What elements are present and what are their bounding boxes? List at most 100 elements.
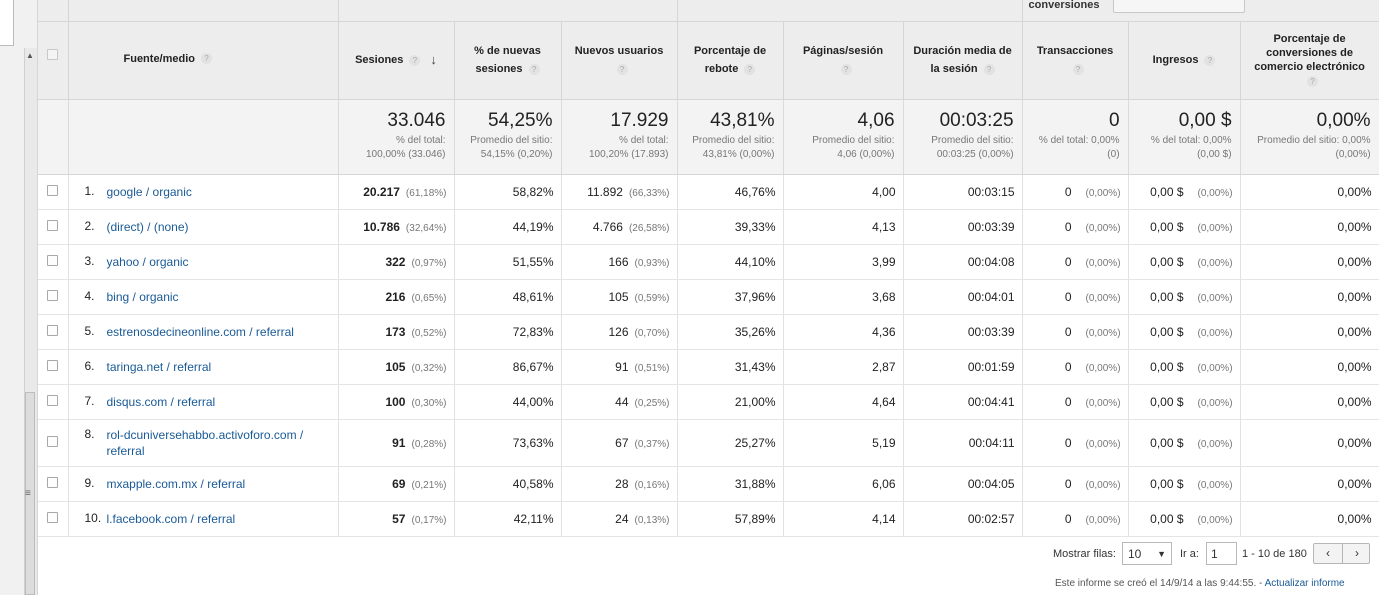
row-checkbox[interactable] [47, 289, 59, 301]
group-cell-behavior [677, 0, 1023, 22]
source-link[interactable]: bing / organic [106, 289, 179, 304]
transactions-percent: (0,00%) [1085, 292, 1121, 304]
total-value: 0,00 $ [1178, 109, 1232, 131]
source-link[interactable]: estrenosdecineonline.com / referral [106, 324, 294, 339]
row-checkbox[interactable] [47, 254, 59, 266]
total-subtext: (0,00%) [1335, 148, 1371, 160]
bounce-value: 39,33% [734, 219, 776, 234]
row-checkbox[interactable] [47, 511, 59, 523]
source-link[interactable]: rol-dcuniversehabbo.activoforo.com / ref… [106, 427, 304, 458]
bounce-cell: 46,76% [677, 174, 784, 210]
revenue-cell: 0,00 $ (0,00%) [1128, 466, 1241, 502]
bounce-value: 25,27% [734, 435, 776, 450]
conversion-value: 0,00% [1337, 254, 1372, 269]
row-checkbox[interactable] [47, 359, 59, 371]
revenue-percent: (0,00%) [1197, 514, 1233, 526]
help-icon[interactable]: ? [1204, 54, 1216, 66]
source-link[interactable]: disqus.com / referral [106, 394, 216, 409]
row-checkbox[interactable] [47, 324, 59, 336]
help-icon[interactable]: ? [983, 63, 995, 75]
revenue-cell: 0,00 $ (0,00%) [1128, 174, 1241, 210]
help-icon[interactable]: ? [201, 53, 213, 65]
new-users-percent: (0,37%) [634, 438, 670, 450]
column-header-nuevas-sesiones[interactable]: % de nuevas sesiones? [454, 21, 562, 100]
help-icon[interactable]: ? [409, 54, 421, 66]
table-row: 2. (direct) / (none) 10.786 (32,64%) 44,19… [38, 209, 1379, 245]
duration-value: 00:04:08 [967, 254, 1015, 269]
prev-page-button[interactable]: ‹ [1326, 546, 1330, 560]
scroll-up-icon[interactable]: ▲ [26, 51, 34, 60]
total-subtext: (0,00 $) [1197, 148, 1232, 160]
select-all-checkbox[interactable] [47, 48, 59, 60]
column-header-conversiones[interactable]: Porcentaje de conversiones de comercio e… [1240, 21, 1379, 100]
sessions-percent: (61,18%) [405, 187, 447, 199]
transactions-cell: 0 (0,00%) [1022, 349, 1129, 385]
column-header-paginas-sesion[interactable]: Páginas/sesión? [783, 21, 904, 100]
row-checkbox[interactable] [47, 219, 59, 231]
sessions-value: 91 [392, 435, 406, 450]
sessions-value: 20.217 [363, 184, 400, 199]
source-cell: 9. mxapple.com.mx / referral [68, 466, 339, 502]
total-subtext: 100,00% (33.046) [365, 148, 446, 160]
revenue-cell: 0,00 $ (0,00%) [1128, 279, 1241, 315]
new-sessions-cell: 48,61% [454, 279, 562, 315]
column-header-transacciones[interactable]: Transacciones? [1022, 21, 1129, 100]
top-control-box[interactable] [0, 0, 14, 46]
row-checkbox[interactable] [47, 184, 59, 196]
source-link[interactable]: (direct) / (none) [106, 219, 189, 234]
totals-cell: 17.929 % del total: 100,20% (17.893) [561, 99, 678, 175]
source-link[interactable]: taringa.net / referral [106, 359, 212, 374]
help-icon[interactable]: ? [840, 63, 852, 75]
revenue-value: 0,00 $ [1150, 359, 1184, 374]
conversion-selector[interactable] [1112, 0, 1245, 13]
goto-page-input[interactable]: 1 [1206, 542, 1237, 565]
column-header-nuevos-usuarios[interactable]: Nuevos usuarios? [561, 21, 678, 100]
transactions-cell: 0 (0,00%) [1022, 244, 1129, 280]
bounce-value: 21,00% [734, 394, 776, 409]
pages-cell: 4,36 [783, 314, 904, 350]
column-header-rebote[interactable]: Porcentaje de rebote? [677, 21, 784, 100]
new-sessions-value: 72,83% [512, 324, 554, 339]
rows-per-page-select[interactable]: 10 ▼ [1122, 542, 1172, 565]
duration-value: 00:04:41 [967, 394, 1015, 409]
bounce-cell: 57,89% [677, 501, 784, 537]
rows-label: Mostrar filas: [1053, 548, 1116, 560]
column-header-ingresos[interactable]: Ingresos? [1128, 21, 1241, 100]
new-users-value: 11.892 [587, 184, 623, 199]
new-users-percent: (0,25%) [634, 397, 670, 409]
bounce-value: 31,88% [734, 476, 776, 491]
source-link[interactable]: l.facebook.com / referral [106, 511, 236, 526]
source-link[interactable]: google / organic [106, 184, 192, 199]
column-header-duracion[interactable]: Duración media de la sesión? [903, 21, 1023, 100]
row-checkbox[interactable] [47, 394, 59, 406]
column-header-sesiones[interactable]: Sesiones? ↓ [338, 21, 455, 100]
next-page-button[interactable]: › [1355, 546, 1359, 560]
total-value: 0 [1108, 109, 1120, 131]
pages-cell: 2,87 [783, 349, 904, 385]
help-icon[interactable]: ? [744, 63, 756, 75]
new-sessions-cell: 40,58% [454, 466, 562, 502]
sessions-percent: (0,97%) [411, 257, 447, 269]
column-header-fuente[interactable]: Fuente/medio? [68, 21, 339, 100]
totals-cell: 43,81% Promedio del sitio: 43,81% (0,00%) [677, 99, 784, 175]
row-index: 10. [84, 510, 102, 525]
table-row: 9. mxapple.com.mx / referral 69 (0,21%) 40… [38, 466, 1379, 502]
grip-icon[interactable]: ≡ [25, 488, 31, 499]
new-users-percent: (0,70%) [634, 327, 670, 339]
update-report-link[interactable]: Actualizar informe [1264, 578, 1345, 589]
new-sessions-value: 73,63% [512, 435, 554, 450]
source-link[interactable]: mxapple.com.mx / referral [106, 476, 246, 491]
source-link[interactable]: yahoo / organic [106, 254, 189, 269]
total-subtext: Promedio del sitio: [931, 134, 1014, 146]
row-checkbox[interactable] [47, 435, 59, 447]
help-icon[interactable]: ? [616, 63, 628, 75]
help-icon[interactable]: ? [1307, 75, 1319, 87]
pages-value: 3,99 [872, 254, 896, 269]
sessions-percent: (0,17%) [411, 514, 447, 526]
totals-cell: 54,25% Promedio del sitio: 54,15% (0,20%) [454, 99, 562, 175]
sort-desc-icon[interactable]: ↓ [430, 52, 437, 68]
help-icon[interactable]: ? [528, 63, 540, 75]
row-checkbox[interactable] [47, 476, 59, 488]
help-icon[interactable]: ? [1072, 63, 1084, 75]
revenue-value: 0,00 $ [1150, 511, 1184, 526]
